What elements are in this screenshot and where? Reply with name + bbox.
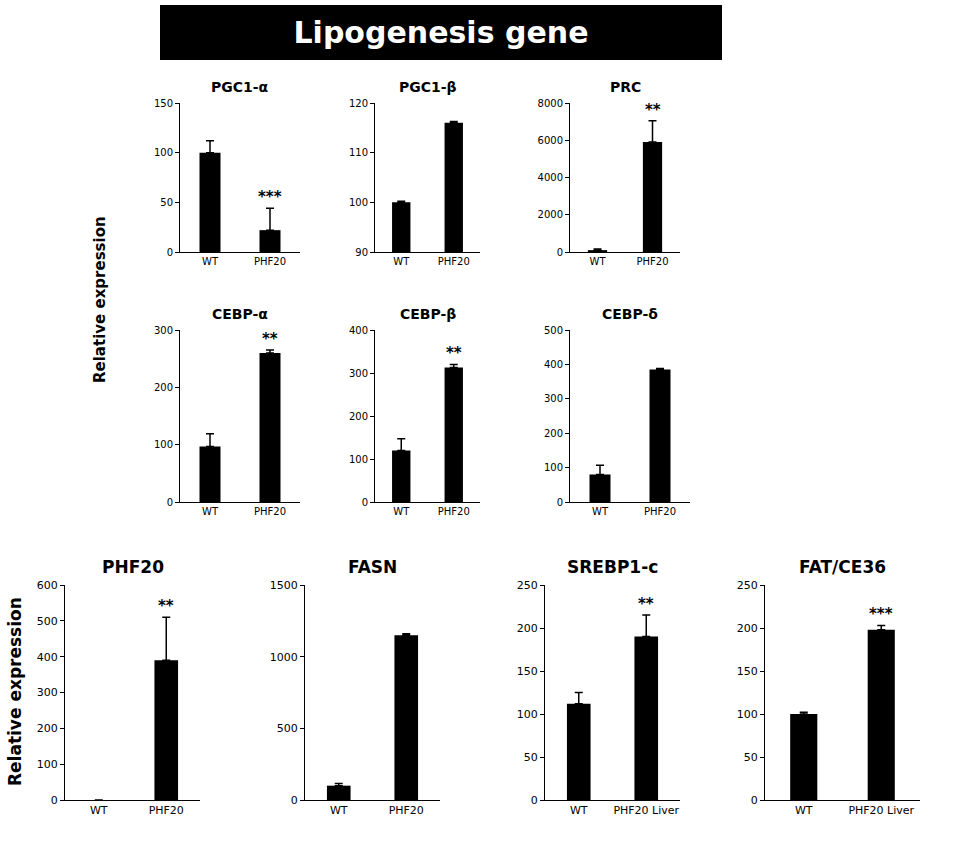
svg-text:4000: 4000: [538, 172, 563, 183]
svg-text:FASN: FASN: [348, 557, 397, 577]
svg-text:WT: WT: [393, 256, 410, 267]
svg-text:WT: WT: [202, 256, 219, 267]
svg-text:100: 100: [349, 454, 368, 465]
svg-text:200: 200: [737, 622, 758, 635]
svg-text:***: ***: [869, 605, 893, 623]
svg-text:150: 150: [737, 665, 758, 678]
svg-text:0: 0: [557, 247, 563, 258]
svg-text:50: 50: [524, 751, 538, 764]
svg-text:400: 400: [37, 651, 58, 664]
html-text:Lipogenesis gene: Lipogenesis gene: [293, 15, 589, 50]
svg-text:WT: WT: [393, 506, 410, 517]
svg-text:CEBP-δ: CEBP-δ: [602, 306, 658, 322]
svg-text:0: 0: [531, 794, 538, 807]
svg-text:PGC1-β: PGC1-β: [399, 79, 457, 95]
svg-text:SREBP1-c: SREBP1-c: [567, 557, 658, 577]
svg-text:PHF20: PHF20: [102, 557, 164, 577]
svg-text:PHF20: PHF20: [254, 256, 286, 267]
svg-text:WT: WT: [590, 256, 607, 267]
svg-text:300: 300: [544, 393, 563, 404]
svg-text:500: 500: [37, 615, 58, 628]
svg-text:100: 100: [517, 708, 538, 721]
svg-text:150: 150: [154, 98, 173, 109]
svg-text:100: 100: [349, 197, 368, 208]
svg-text:0: 0: [751, 794, 758, 807]
svg-text:**: **: [446, 344, 462, 362]
svg-text:**: **: [262, 330, 278, 348]
svg-text:100: 100: [37, 758, 58, 771]
svg-text:200: 200: [154, 382, 173, 393]
svg-text:300: 300: [349, 368, 368, 379]
svg-text:6000: 6000: [538, 135, 563, 146]
svg-text:500: 500: [544, 325, 563, 336]
svg-text:PHF20: PHF20: [389, 804, 424, 817]
svg-text:PHF20 Liver: PHF20 Liver: [613, 804, 679, 817]
svg-text:600: 600: [37, 579, 58, 592]
svg-text:***: ***: [258, 188, 282, 206]
svg-text:400: 400: [349, 325, 368, 336]
svg-text:Relative expression: Relative expression: [91, 216, 109, 383]
svg-text:120: 120: [349, 98, 368, 109]
svg-text:PHF20: PHF20: [438, 256, 470, 267]
svg-text:PRC: PRC: [610, 79, 641, 95]
svg-text:200: 200: [349, 411, 368, 422]
svg-text:CEBP-α: CEBP-α: [212, 306, 268, 322]
svg-text:250: 250: [517, 579, 538, 592]
svg-text:WT: WT: [330, 804, 348, 817]
svg-text:200: 200: [37, 722, 58, 735]
svg-text:WT: WT: [90, 804, 108, 817]
svg-text:PHF20: PHF20: [644, 506, 676, 517]
svg-text:300: 300: [154, 325, 173, 336]
svg-text:0: 0: [167, 497, 173, 508]
svg-text:50: 50: [160, 197, 173, 208]
svg-text:WT: WT: [592, 506, 609, 517]
svg-text:150: 150: [517, 665, 538, 678]
svg-text:110: 110: [349, 147, 368, 158]
svg-text:Relative expression: Relative expression: [5, 597, 25, 786]
svg-text:300: 300: [37, 686, 58, 699]
svg-text:100: 100: [737, 708, 758, 721]
svg-text:1000: 1000: [270, 651, 298, 664]
svg-text:**: **: [158, 597, 174, 615]
svg-text:100: 100: [154, 147, 173, 158]
svg-text:**: **: [645, 101, 661, 119]
svg-text:500: 500: [277, 722, 298, 735]
svg-text:PHF20: PHF20: [636, 256, 668, 267]
svg-text:WT: WT: [202, 506, 219, 517]
svg-text:PHF20: PHF20: [254, 506, 286, 517]
svg-text:400: 400: [544, 359, 563, 370]
svg-text:200: 200: [517, 622, 538, 635]
svg-text:CEBP-β: CEBP-β: [400, 306, 456, 322]
svg-text:1500: 1500: [270, 579, 298, 592]
svg-text:2000: 2000: [538, 209, 563, 220]
svg-text:100: 100: [154, 439, 173, 450]
svg-text:100: 100: [544, 462, 563, 473]
svg-text:0: 0: [557, 497, 563, 508]
svg-text:90: 90: [355, 247, 368, 258]
svg-text:50: 50: [744, 751, 758, 764]
svg-text:PGC1-α: PGC1-α: [211, 79, 269, 95]
svg-text:250: 250: [737, 579, 758, 592]
svg-text:FAT/CE36: FAT/CE36: [799, 557, 886, 577]
svg-text:PHF20: PHF20: [149, 804, 184, 817]
svg-text:WT: WT: [570, 804, 588, 817]
svg-text:0: 0: [167, 247, 173, 258]
svg-text:PHF20: PHF20: [438, 506, 470, 517]
svg-text:0: 0: [362, 497, 368, 508]
svg-text:WT: WT: [795, 804, 813, 817]
svg-text:PHF20 Liver: PHF20 Liver: [848, 804, 914, 817]
svg-text:8000: 8000: [538, 98, 563, 109]
svg-text:**: **: [638, 595, 654, 613]
svg-text:0: 0: [51, 794, 58, 807]
svg-text:0: 0: [291, 794, 298, 807]
svg-text:200: 200: [544, 428, 563, 439]
